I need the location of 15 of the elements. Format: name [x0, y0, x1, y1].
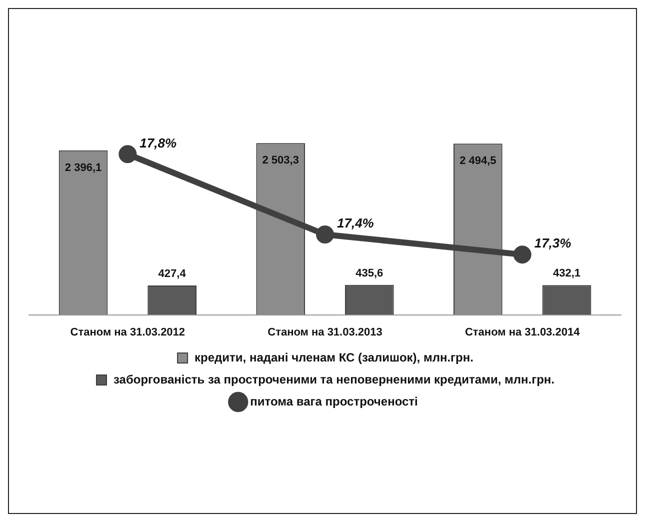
legend-label: кредити, надані членам КС (залишок), млн.грн.	[194, 350, 474, 364]
data-label: 17,3%	[534, 236, 572, 251]
data-label: 432,1	[552, 268, 580, 280]
x-tick-label: Станом на 31.03.2013	[268, 326, 382, 338]
data-label: 17,4%	[337, 216, 374, 231]
x-tick-label: Станом на 31.03.2012	[70, 326, 186, 338]
data-label: 2 494,5	[460, 155, 496, 168]
data-label: 17,8%	[140, 135, 177, 150]
legend-label: питома вага простроченості	[250, 394, 418, 408]
data-label: 2 503,3	[262, 154, 299, 167]
x-tick-label: Станом на 31.03.2014	[464, 326, 581, 338]
data-label: 427,4	[158, 268, 187, 280]
data-label: 2 396,1	[64, 162, 102, 174]
legend-label: заборгованість за простроченими та неповерненими кредитами, млн.грн.	[114, 372, 554, 386]
data-label: 435,6	[356, 267, 384, 280]
